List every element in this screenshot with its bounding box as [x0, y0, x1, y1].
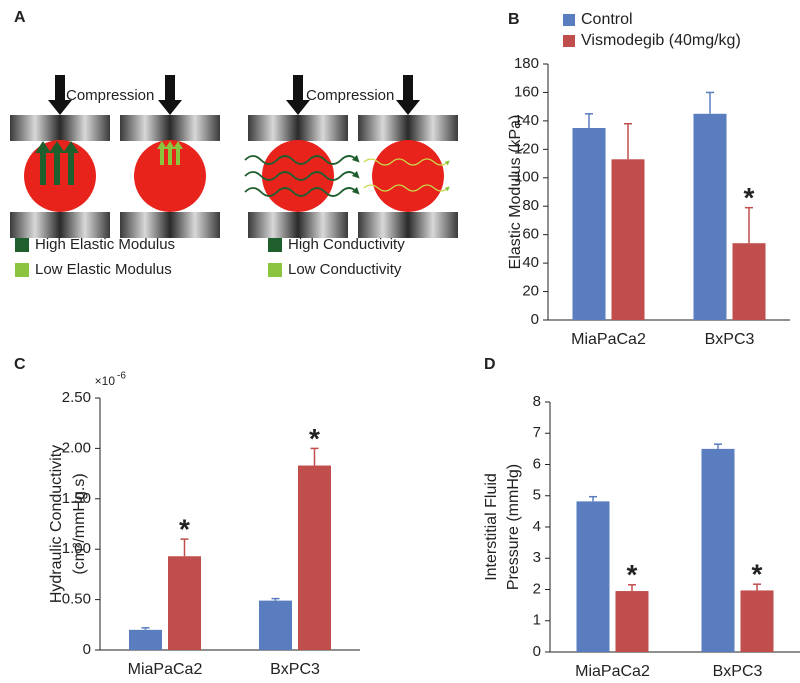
y-tick-label: 20 — [522, 283, 539, 300]
legend-swatch — [15, 263, 29, 277]
bar — [611, 159, 645, 320]
y-axis-label: (cm²/mmHg.s) — [71, 473, 88, 574]
y-tick-label: 1 — [533, 612, 541, 629]
y-tick-label: 40 — [522, 254, 539, 271]
low-modulus-arrows — [157, 141, 183, 165]
legend-label: High Conductivity — [288, 236, 405, 253]
y-tick-label: 2.50 — [62, 389, 91, 406]
legend-label: Control — [581, 11, 633, 28]
legend-swatch — [563, 14, 575, 26]
y-axis-label: Elastic Modulus (kPa) — [507, 115, 524, 270]
significance-mark: * — [744, 182, 755, 213]
y-tick-label: 180 — [514, 55, 539, 72]
y-axis-label: Pressure (mmHg) — [505, 464, 522, 590]
bar — [740, 590, 774, 652]
y-tick-label: 120 — [514, 140, 539, 157]
legend-swatch — [268, 263, 282, 277]
legend-label: Low Conductivity — [288, 261, 402, 278]
y-tick-label: 2.00 — [62, 439, 91, 456]
legend-swatch — [563, 35, 575, 47]
y-tick-label: 100 — [514, 169, 539, 186]
legend-swatch — [15, 238, 29, 252]
legend-swatch — [268, 238, 282, 252]
y-tick-label: 3 — [533, 549, 541, 566]
x-tick-label: MiaPaCa2 — [128, 661, 203, 678]
y-tick-label: 1.50 — [62, 490, 91, 507]
panel-label: D — [484, 356, 496, 373]
significance-mark: * — [179, 514, 190, 545]
x-tick-label: MiaPaCa2 — [571, 331, 646, 348]
bar — [298, 465, 331, 650]
plates — [10, 115, 458, 238]
significance-mark: * — [309, 423, 320, 454]
bar — [259, 600, 292, 650]
bar — [693, 113, 727, 321]
y-tick-label: 1.00 — [62, 540, 91, 557]
y-tick-label: 80 — [522, 197, 539, 214]
bar — [572, 128, 606, 320]
significance-mark: * — [752, 559, 763, 590]
bar — [129, 629, 162, 650]
x-tick-label: BxPC3 — [270, 661, 320, 678]
high-conductivity-waves — [244, 154, 360, 197]
bar — [168, 556, 201, 650]
significance-mark: * — [627, 559, 638, 590]
high-modulus-arrows — [35, 141, 79, 185]
y-tick-label: 8 — [533, 393, 541, 410]
panel-label: B — [508, 11, 520, 28]
compression-label: Compression — [306, 87, 394, 104]
y-tick-label: 160 — [514, 83, 539, 100]
legend-label: High Elastic Modulus — [35, 236, 175, 253]
bar — [701, 448, 735, 652]
y-tick-label: 2 — [533, 580, 541, 597]
y-tick-label: 6 — [533, 455, 541, 472]
compression-label: Compression — [66, 87, 154, 104]
diagram: Compression Compression — [10, 75, 458, 238]
y-tick-label: 4 — [533, 518, 541, 535]
bar — [576, 501, 610, 652]
low-conductivity-waves — [363, 158, 450, 192]
legend-label: Vismodegib (40mg/kg) — [581, 32, 741, 49]
bar — [615, 591, 649, 652]
y-tick-label: 0 — [531, 311, 539, 328]
y-tick-label: 7 — [533, 424, 541, 441]
panel-label: C — [14, 356, 26, 373]
tumors — [24, 140, 444, 212]
y-tick-label: 140 — [514, 112, 539, 129]
y-multiplier: ×10 — [95, 374, 116, 388]
compression-arrows — [48, 75, 420, 115]
bar — [732, 243, 766, 320]
y-tick-label: 0.50 — [62, 591, 91, 608]
y-axis-label: Hydraulic Conductivity — [48, 445, 65, 603]
y-tick-label: 0 — [83, 641, 91, 658]
y-tick-label: 5 — [533, 487, 541, 504]
x-tick-label: MiaPaCa2 — [575, 663, 650, 680]
x-tick-label: BxPC3 — [713, 663, 763, 680]
legend-label: Low Elastic Modulus — [35, 261, 172, 278]
panel-label: A — [14, 9, 26, 26]
y-multiplier-exponent: -6 — [117, 371, 126, 382]
y-axis-label: Interstitial Fluid — [483, 473, 500, 581]
y-tick-label: 60 — [522, 226, 539, 243]
y-tick-label: 0 — [533, 643, 541, 660]
x-tick-label: BxPC3 — [705, 331, 755, 348]
